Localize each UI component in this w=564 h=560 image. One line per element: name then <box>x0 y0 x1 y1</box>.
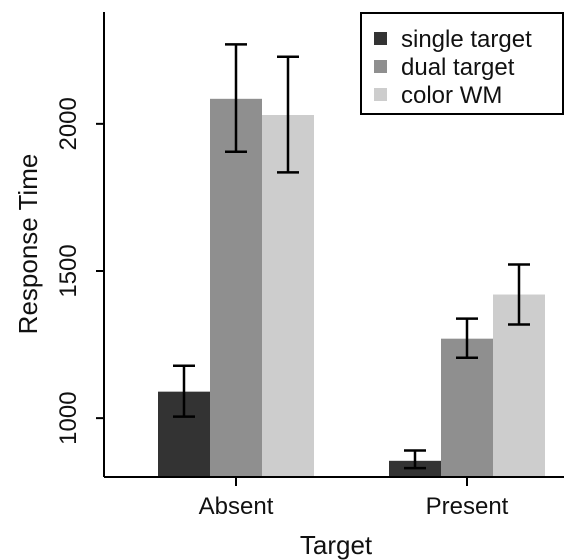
x-ticks: Absent Present <box>199 477 509 520</box>
error-bars-layer <box>173 43 530 470</box>
legend-swatch-single-target <box>374 32 387 45</box>
error-bar-present-dual-target <box>456 317 478 360</box>
y-tick-label: 1000 <box>55 391 82 444</box>
legend-label-single-target: single target <box>401 26 532 53</box>
x-tick-label-absent: Absent <box>199 493 274 520</box>
legend-box <box>360 12 564 115</box>
x-tick-label-present: Present <box>426 493 509 520</box>
error-bar-present-single-target <box>404 449 426 470</box>
legend-label-dual-target: dual target <box>401 54 515 81</box>
x-axis-label: Target <box>300 530 373 560</box>
bar-absent-color-wm <box>262 115 314 477</box>
bar-absent-dual-target <box>210 98 262 478</box>
legend-swatch-dual-target <box>374 60 387 73</box>
legend: single target dual target color WM <box>360 12 564 115</box>
legend-swatch-color-wm <box>374 88 387 101</box>
y-tick-label: 1500 <box>55 244 82 297</box>
legend-label-color-wm: color WM <box>401 82 502 109</box>
bar-present-dual-target <box>441 338 493 477</box>
bars-layer <box>158 98 545 478</box>
y-axis-label: Response Time <box>13 154 43 335</box>
y-tick-label: 2000 <box>55 97 82 150</box>
error-bar-absent-dual-target <box>225 43 247 154</box>
error-bar-absent-color-wm <box>277 55 299 174</box>
error-bar-present-color-wm <box>508 263 530 326</box>
error-bar-absent-single-target <box>173 364 195 418</box>
y-ticks: 1000 1500 2000 <box>55 97 104 445</box>
